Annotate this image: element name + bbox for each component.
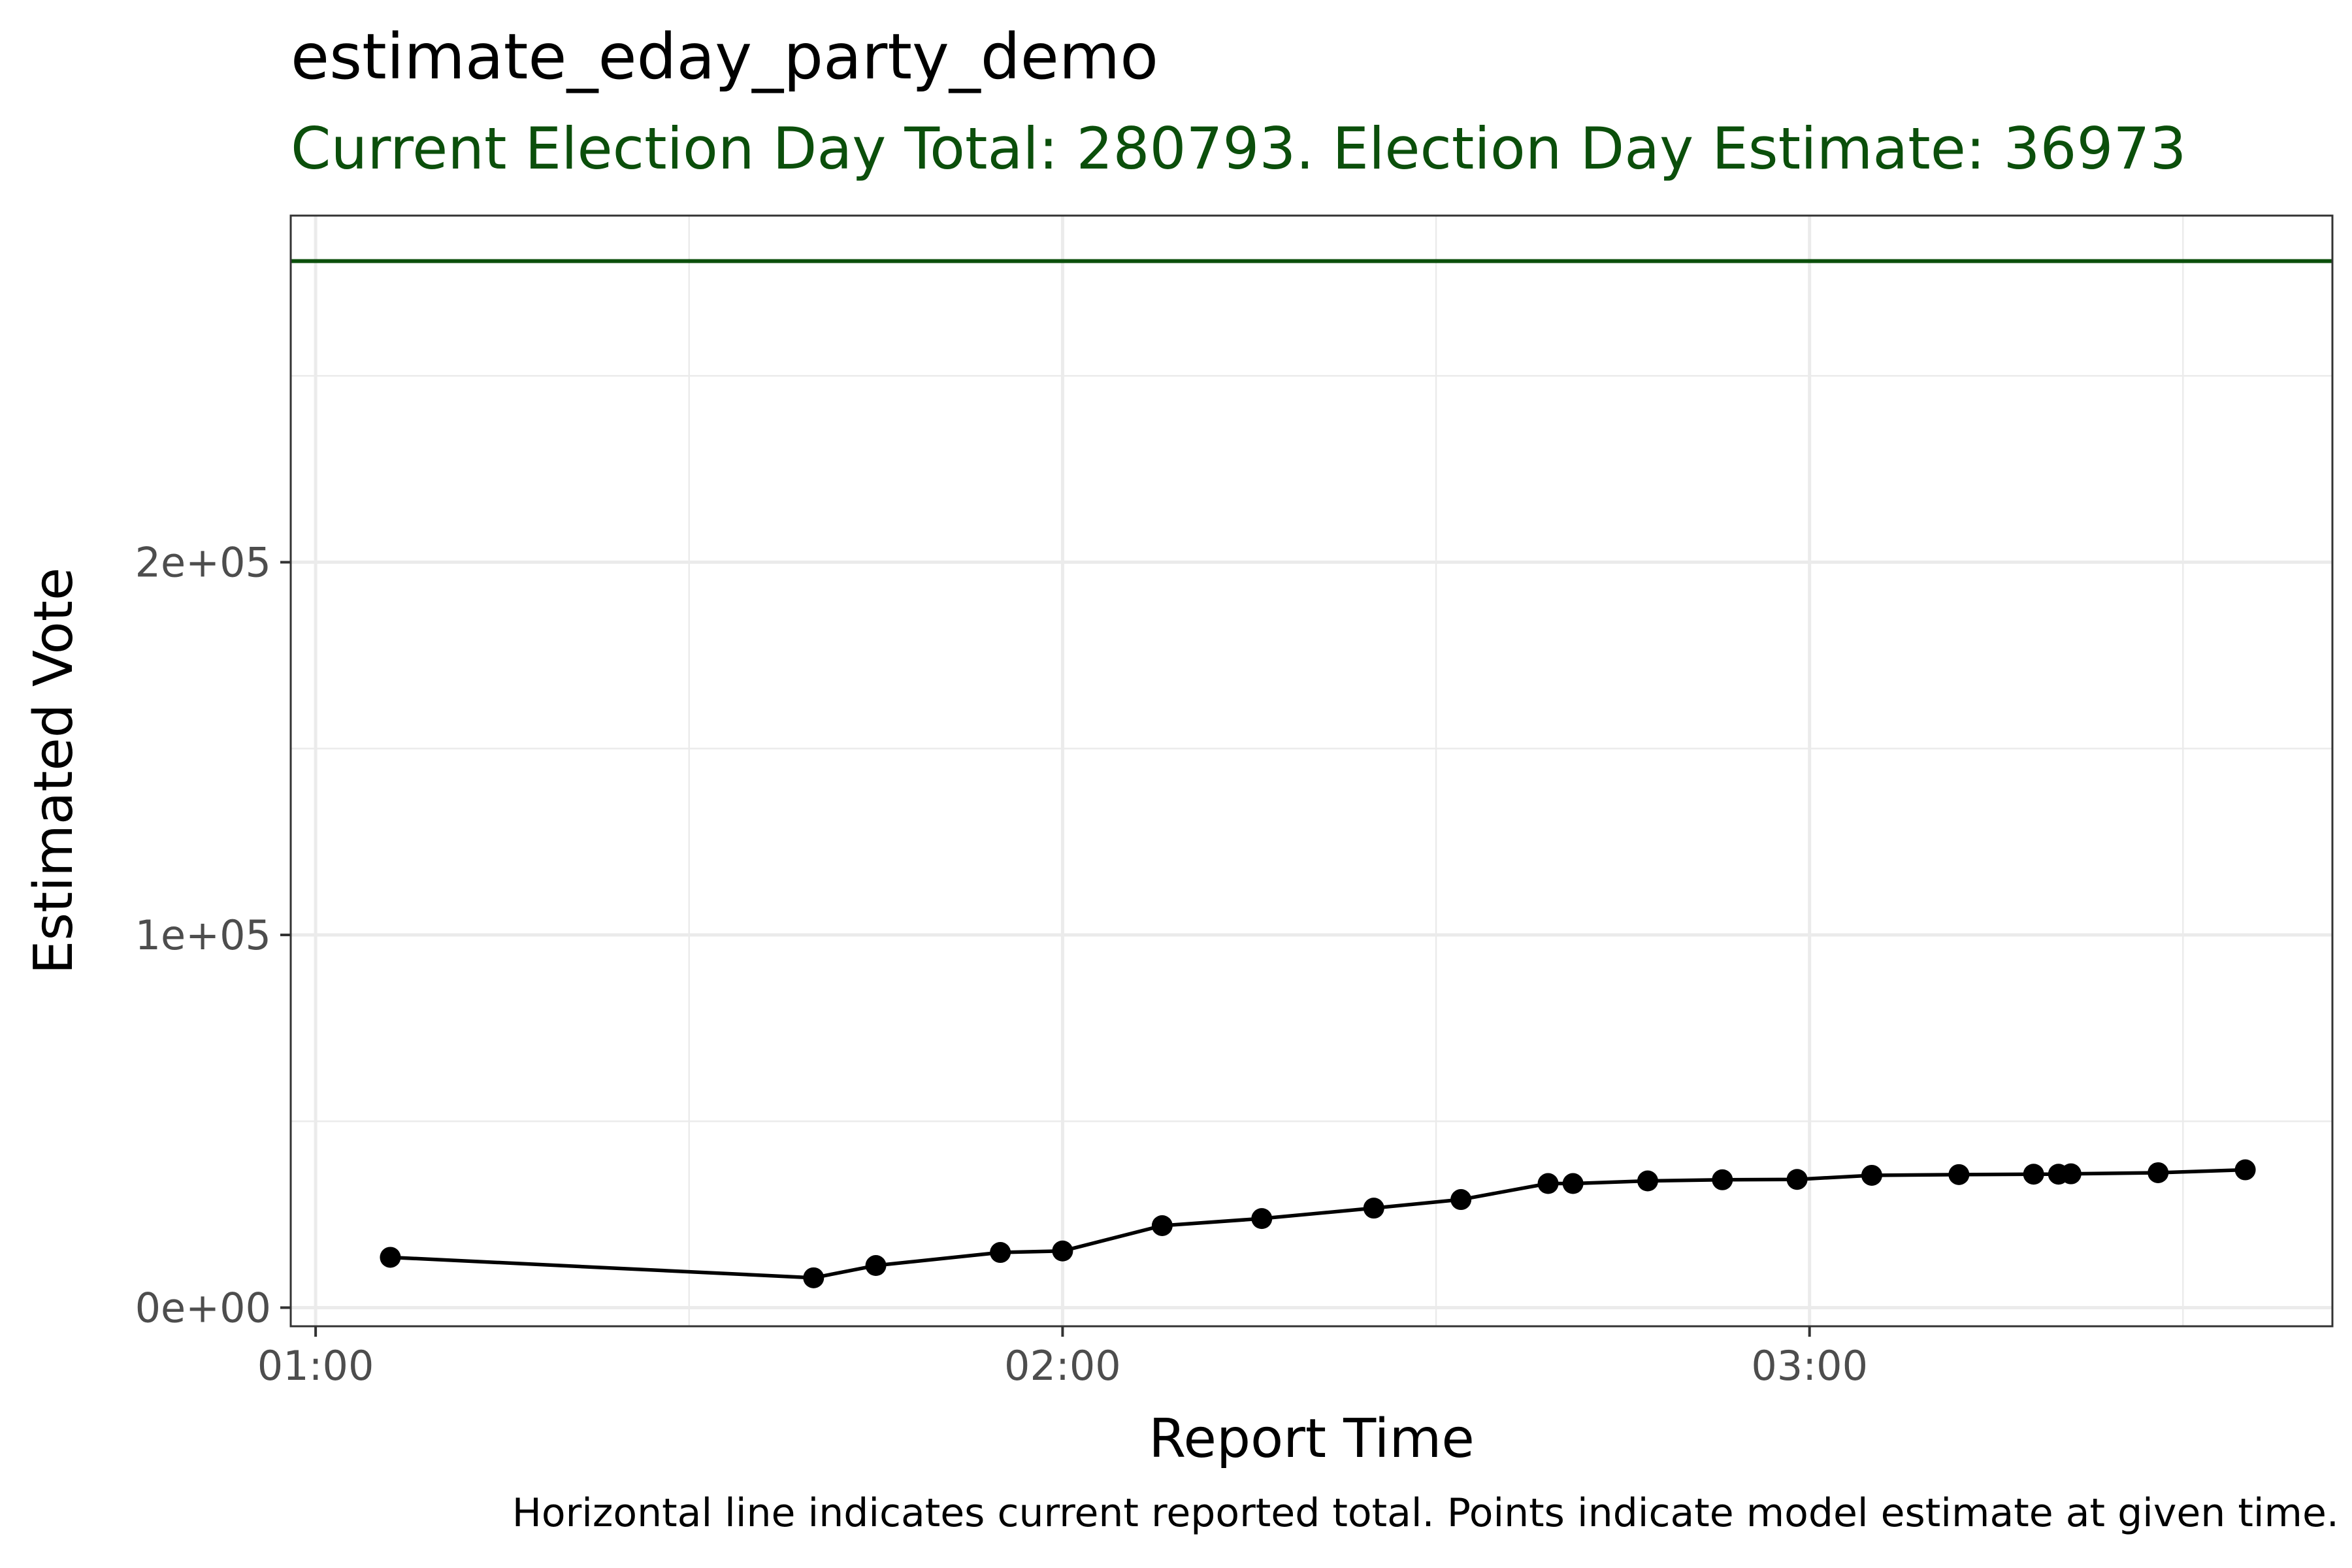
data-point — [2234, 1159, 2256, 1181]
data-point — [380, 1247, 401, 1268]
data-point — [1251, 1208, 1273, 1230]
series-layer — [380, 1159, 2256, 1288]
data-point — [2060, 1163, 2082, 1184]
data-point — [803, 1267, 825, 1288]
chart-title: estimate_eday_party_demo — [291, 20, 1159, 93]
data-point — [1537, 1173, 1559, 1194]
y-tick-label: 0e+00 — [135, 1284, 271, 1331]
x-tick-label: 03:00 — [1751, 1342, 1868, 1390]
chart-caption: Horizontal line indicates current report… — [512, 1490, 2339, 1536]
data-point — [1363, 1198, 1384, 1219]
data-point — [1861, 1164, 1882, 1186]
data-point — [2148, 1162, 2169, 1183]
data-point — [865, 1255, 887, 1277]
data-point — [1052, 1240, 1073, 1262]
data-point — [2023, 1164, 2044, 1185]
data-point — [1151, 1215, 1173, 1236]
series-line — [390, 1168, 2246, 1280]
data-point — [1562, 1173, 1584, 1194]
grid-major-lines — [291, 216, 2332, 1326]
data-point — [1786, 1169, 1808, 1190]
x-axis-title: Report Time — [1149, 1408, 1475, 1470]
data-point — [1712, 1169, 1733, 1190]
data-point — [1637, 1170, 1658, 1192]
data-point — [1450, 1189, 1472, 1211]
y-tick-label: 1e+05 — [135, 911, 271, 959]
x-tick-label: 01:00 — [257, 1342, 374, 1390]
data-point — [990, 1242, 1011, 1264]
chart-subtitle: Current Election Day Total: 280793. Elec… — [291, 115, 2187, 182]
grid-minor-lines — [291, 216, 2332, 1326]
x-tick-label: 02:00 — [1004, 1342, 1121, 1390]
y-axis-title: Estimated Vote — [23, 568, 85, 975]
plot-panel-border — [289, 214, 2334, 1328]
axis-ticks — [280, 561, 1811, 1337]
data-point — [1948, 1164, 1970, 1185]
tick-labels: 01:00 02:00 03:00 0e+00 1e+05 2e+05 — [135, 539, 1868, 1390]
y-tick-label: 2e+05 — [135, 539, 271, 587]
